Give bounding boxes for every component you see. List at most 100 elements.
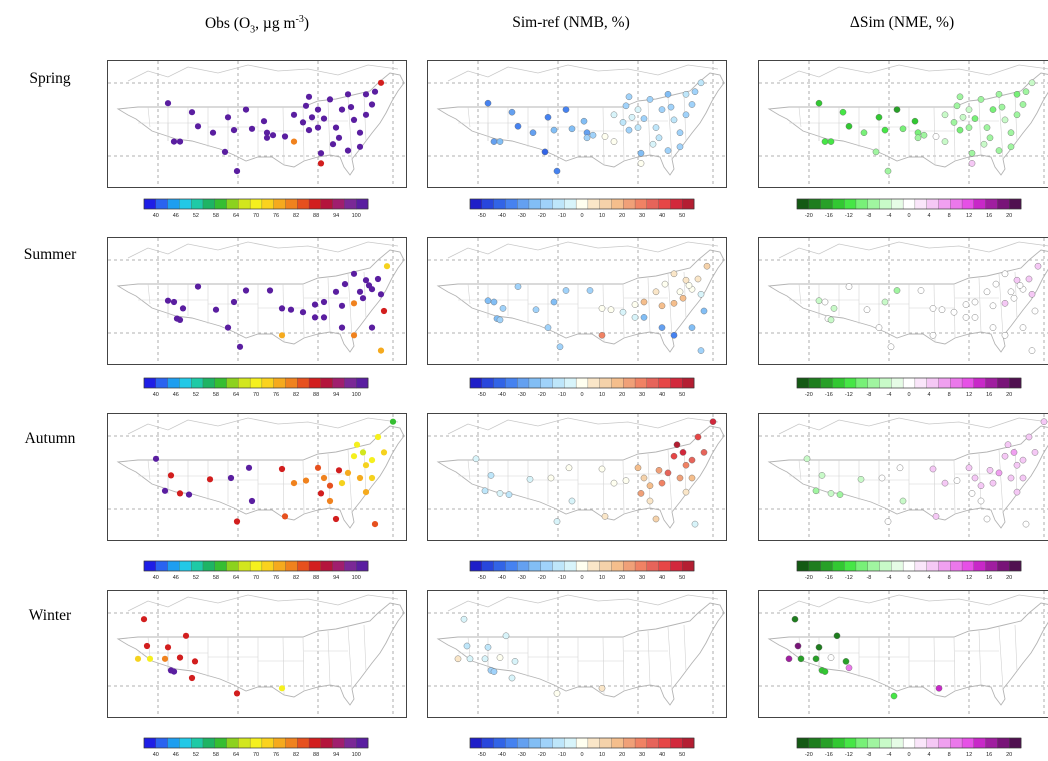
station-marker bbox=[673, 441, 681, 449]
colorbar-swatch bbox=[973, 560, 987, 572]
station-marker bbox=[371, 88, 379, 95]
station-marker bbox=[380, 449, 388, 456]
state-boundary bbox=[683, 447, 687, 495]
station-marker bbox=[191, 658, 199, 665]
station-marker bbox=[338, 324, 346, 331]
colorbar-swatch bbox=[961, 198, 975, 210]
colorbar-swatch bbox=[143, 377, 157, 389]
coastline bbox=[127, 241, 399, 259]
station-marker bbox=[893, 106, 901, 113]
colorbar-tick-label: 0 bbox=[580, 752, 583, 758]
state-boundary bbox=[998, 626, 1004, 690]
colorbar-swatch bbox=[658, 560, 671, 572]
station-marker bbox=[676, 129, 684, 136]
station-marker bbox=[827, 316, 835, 324]
station-marker bbox=[164, 100, 172, 107]
colorbar-frame bbox=[143, 560, 369, 572]
colorbar-swatch bbox=[926, 560, 939, 572]
colorbar-nme-spring: -20 -16 -12 -8 -4 0 4 8 12 16 20 bbox=[796, 198, 1022, 221]
station-marker bbox=[664, 469, 672, 477]
station-marker bbox=[989, 479, 997, 487]
colorbar-swatch bbox=[808, 737, 822, 749]
colorbar-swatch bbox=[261, 560, 275, 572]
station-marker bbox=[670, 452, 678, 460]
colorbar-swatch bbox=[481, 560, 495, 572]
station-marker bbox=[167, 472, 175, 479]
colorbar-tick-label: 100 bbox=[352, 752, 361, 758]
station-marker bbox=[242, 287, 250, 294]
station-marker bbox=[236, 343, 244, 350]
colorbar-swatch bbox=[938, 377, 951, 389]
colorbar-swatch bbox=[938, 198, 951, 210]
station-marker bbox=[697, 347, 705, 354]
colorbar-swatch bbox=[356, 198, 369, 210]
station-marker bbox=[968, 149, 976, 157]
colorbar-tick-label: 0 bbox=[907, 575, 910, 581]
station-marker bbox=[794, 642, 802, 650]
colorbar-swatch bbox=[670, 198, 683, 210]
station-marker bbox=[1025, 433, 1033, 441]
column-title-nmb: Sim-ref (NMB, %) bbox=[512, 14, 630, 31]
colorbar-swatch bbox=[599, 198, 612, 210]
colorbar-tick-label: -10 bbox=[558, 392, 566, 398]
colorbar-tick-label: -16 bbox=[825, 392, 833, 398]
colorbar-tick-label: 46 bbox=[173, 575, 179, 581]
station-marker bbox=[899, 497, 907, 505]
station-marker bbox=[350, 300, 358, 307]
map-panel-spring-nmb bbox=[427, 60, 727, 188]
colorbar-frame bbox=[469, 198, 695, 210]
station-marker bbox=[508, 674, 516, 682]
colorbar-tick-label: 10 bbox=[599, 575, 605, 581]
colorbar-tick-label: 20 bbox=[1006, 575, 1012, 581]
colorbar-tick-label: 64 bbox=[233, 213, 239, 219]
colorbar-swatch bbox=[469, 377, 483, 389]
colorbar-tick-label: 58 bbox=[213, 575, 219, 581]
colorbar-frame bbox=[469, 377, 695, 389]
station-marker bbox=[649, 140, 657, 148]
colorbar-swatch bbox=[611, 377, 624, 389]
station-marker bbox=[371, 521, 379, 528]
colorbar-tick-label: -20 bbox=[805, 392, 813, 398]
colorbar-swatch bbox=[832, 377, 845, 389]
station-marker bbox=[350, 116, 358, 123]
colorbar-swatch bbox=[167, 560, 180, 572]
colorbar-swatch bbox=[191, 198, 204, 210]
colorbar-swatch bbox=[344, 377, 357, 389]
station-marker bbox=[989, 324, 997, 331]
colorbar-swatch bbox=[191, 737, 204, 749]
colorbar-tick-label: -30 bbox=[518, 392, 526, 398]
map-svg bbox=[428, 238, 726, 364]
station-marker bbox=[619, 119, 627, 126]
station-marker bbox=[622, 477, 630, 484]
station-marker bbox=[481, 655, 489, 663]
station-marker bbox=[634, 124, 642, 131]
station-marker bbox=[1004, 441, 1012, 449]
station-marker bbox=[568, 125, 576, 133]
state-boundary bbox=[683, 624, 687, 672]
station-marker bbox=[344, 469, 352, 476]
colorbar-swatch bbox=[191, 560, 204, 572]
station-marker bbox=[1031, 449, 1039, 456]
station-marker bbox=[496, 138, 504, 145]
station-marker bbox=[1007, 474, 1015, 482]
coastline bbox=[778, 64, 1048, 82]
station-marker bbox=[598, 332, 606, 339]
station-marker bbox=[233, 168, 241, 175]
station-marker bbox=[637, 490, 645, 497]
colorbar-tick-label: 88 bbox=[313, 213, 319, 219]
colorbar-swatch bbox=[552, 198, 565, 210]
colorbar-swatch bbox=[249, 198, 263, 210]
station-marker bbox=[625, 126, 633, 134]
station-marker bbox=[791, 615, 799, 623]
station-marker bbox=[929, 305, 937, 312]
station-marker bbox=[839, 108, 847, 116]
station-marker bbox=[899, 125, 907, 133]
state-boundary bbox=[363, 447, 367, 495]
station-marker bbox=[290, 111, 298, 118]
colorbar-swatch bbox=[796, 198, 810, 210]
station-marker bbox=[152, 455, 160, 462]
station-marker bbox=[953, 477, 961, 484]
station-marker bbox=[956, 93, 964, 101]
station-marker bbox=[640, 298, 648, 306]
colorbar-tick-label: -30 bbox=[518, 213, 526, 219]
